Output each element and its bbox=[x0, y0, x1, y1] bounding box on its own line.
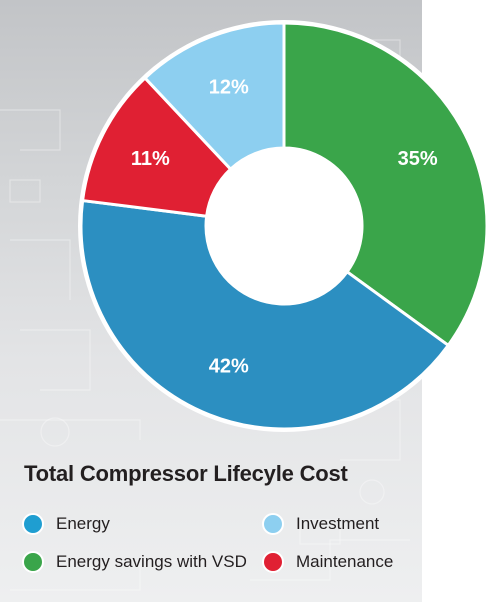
chart-title: Total Compressor Lifecyle Cost bbox=[24, 461, 348, 486]
legend-label-maintenance: Maintenance bbox=[296, 552, 394, 571]
slice-label-energy-savings-with-vsd: 35% bbox=[398, 148, 438, 170]
legend-item-investment: Investment bbox=[262, 511, 379, 537]
legend-label-energy-savings-vsd: Energy savings with VSD bbox=[56, 552, 247, 571]
legend-swatch-maintenance bbox=[262, 551, 284, 573]
slice-label-investment: 12% bbox=[209, 77, 249, 99]
legend-swatch-energy bbox=[22, 513, 44, 535]
legend-item-energy-savings-vsd: Energy savings with VSD bbox=[22, 549, 247, 575]
legend-swatch-energy-savings-vsd bbox=[22, 551, 44, 573]
slice-label-energy: 42% bbox=[209, 355, 249, 377]
donut-hole bbox=[206, 148, 362, 304]
legend-label-energy: Energy bbox=[56, 514, 110, 533]
legend-swatch-investment bbox=[262, 513, 284, 535]
legend-item-maintenance: Maintenance bbox=[262, 549, 393, 575]
legend-item-energy: Energy bbox=[22, 511, 110, 537]
legend-label-investment: Investment bbox=[296, 514, 380, 533]
slice-label-maintenance: 11% bbox=[131, 148, 170, 170]
